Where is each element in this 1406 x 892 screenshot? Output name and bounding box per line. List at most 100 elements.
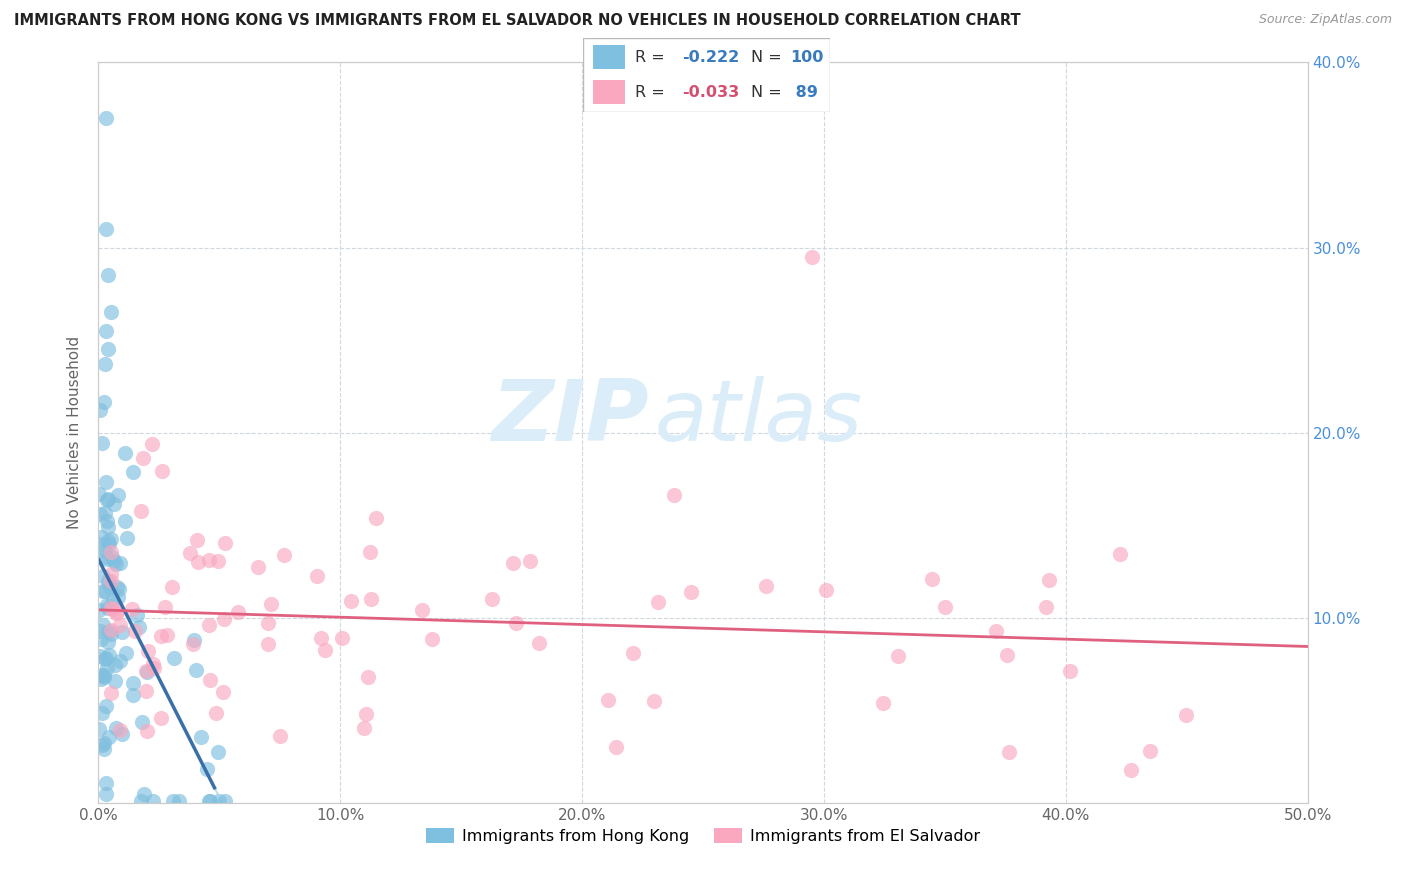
Point: [94, 357, 117, 371]
Point: [204, 706, 226, 721]
Point: [150, 710, 173, 724]
Point: [96, 598, 118, 612]
Point: [96, 492, 118, 507]
Bar: [593, 45, 626, 69]
Legend: Immigrants from Hong Kong, Immigrants from El Salvador: Immigrants from Hong Kong, Immigrants fr…: [419, 822, 987, 850]
Point: [93, 742, 115, 756]
Point: [208, 794, 231, 808]
Point: [141, 436, 163, 450]
Point: [257, 615, 280, 630]
Point: [197, 553, 219, 567]
Point: [90, 706, 112, 720]
Point: [114, 646, 136, 660]
Point: [309, 632, 332, 646]
Point: [934, 599, 956, 614]
Point: [100, 623, 122, 637]
Point: [100, 549, 122, 564]
Point: [505, 616, 527, 631]
Point: [519, 554, 541, 568]
Point: [97, 537, 120, 551]
Point: [886, 649, 908, 664]
Point: [96, 661, 118, 675]
Point: [121, 602, 143, 616]
Point: [135, 724, 157, 739]
Point: [89, 624, 111, 639]
Point: [207, 554, 229, 568]
Point: [104, 673, 127, 688]
Point: [872, 697, 894, 711]
Point: [87, 536, 110, 550]
Point: [190, 730, 212, 744]
Point: [105, 580, 128, 594]
Point: [87, 722, 110, 736]
Point: [122, 466, 145, 480]
Point: [94, 652, 117, 666]
Point: [273, 548, 295, 562]
Point: [340, 594, 363, 608]
Point: [529, 636, 551, 650]
Point: [94, 324, 117, 338]
FancyBboxPatch shape: [583, 38, 830, 112]
Point: [100, 305, 122, 319]
Point: [226, 605, 249, 619]
Point: [98, 731, 121, 745]
Point: [101, 592, 124, 607]
Point: [142, 657, 165, 671]
Text: Source: ZipAtlas.com: Source: ZipAtlas.com: [1258, 13, 1392, 27]
Point: [91, 583, 114, 598]
Point: [93, 506, 115, 520]
Point: [132, 451, 155, 466]
Point: [98, 580, 121, 594]
Point: [93, 670, 115, 684]
Point: [353, 722, 375, 736]
Point: [181, 638, 204, 652]
Point: [623, 647, 645, 661]
Point: [212, 612, 235, 626]
Point: [679, 585, 702, 599]
Point: [246, 559, 269, 574]
Point: [256, 636, 278, 650]
Point: [214, 794, 236, 808]
Point: [97, 343, 120, 357]
Point: [921, 572, 943, 586]
Point: [89, 603, 111, 617]
Point: [94, 222, 117, 236]
Point: [114, 446, 136, 460]
Point: [105, 558, 128, 572]
Point: [89, 507, 111, 521]
Point: [122, 689, 145, 703]
Point: [100, 545, 122, 559]
Point: [357, 670, 380, 684]
Text: ZIP: ZIP: [491, 376, 648, 459]
Point: [359, 545, 381, 559]
Point: [107, 582, 129, 596]
Point: [162, 580, 184, 594]
Point: [814, 583, 837, 598]
Point: [103, 554, 125, 568]
Bar: [593, 80, 626, 104]
Point: [94, 549, 117, 564]
Point: [114, 514, 136, 528]
Point: [94, 584, 117, 599]
Point: [142, 794, 165, 808]
Point: [96, 775, 118, 789]
Point: [89, 487, 111, 501]
Point: [150, 464, 173, 478]
Point: [1035, 600, 1057, 615]
Point: [100, 566, 122, 581]
Point: [153, 599, 176, 614]
Text: atlas: atlas: [655, 376, 863, 459]
Point: [481, 591, 503, 606]
Point: [198, 794, 221, 808]
Text: R =: R =: [636, 50, 665, 65]
Point: [97, 574, 120, 588]
Point: [150, 629, 173, 643]
Point: [94, 651, 117, 665]
Point: [1109, 547, 1132, 561]
Point: [1038, 573, 1060, 587]
Point: [136, 665, 159, 680]
Point: [986, 624, 1008, 638]
Point: [89, 403, 111, 417]
Point: [212, 685, 235, 699]
Point: [411, 602, 433, 616]
